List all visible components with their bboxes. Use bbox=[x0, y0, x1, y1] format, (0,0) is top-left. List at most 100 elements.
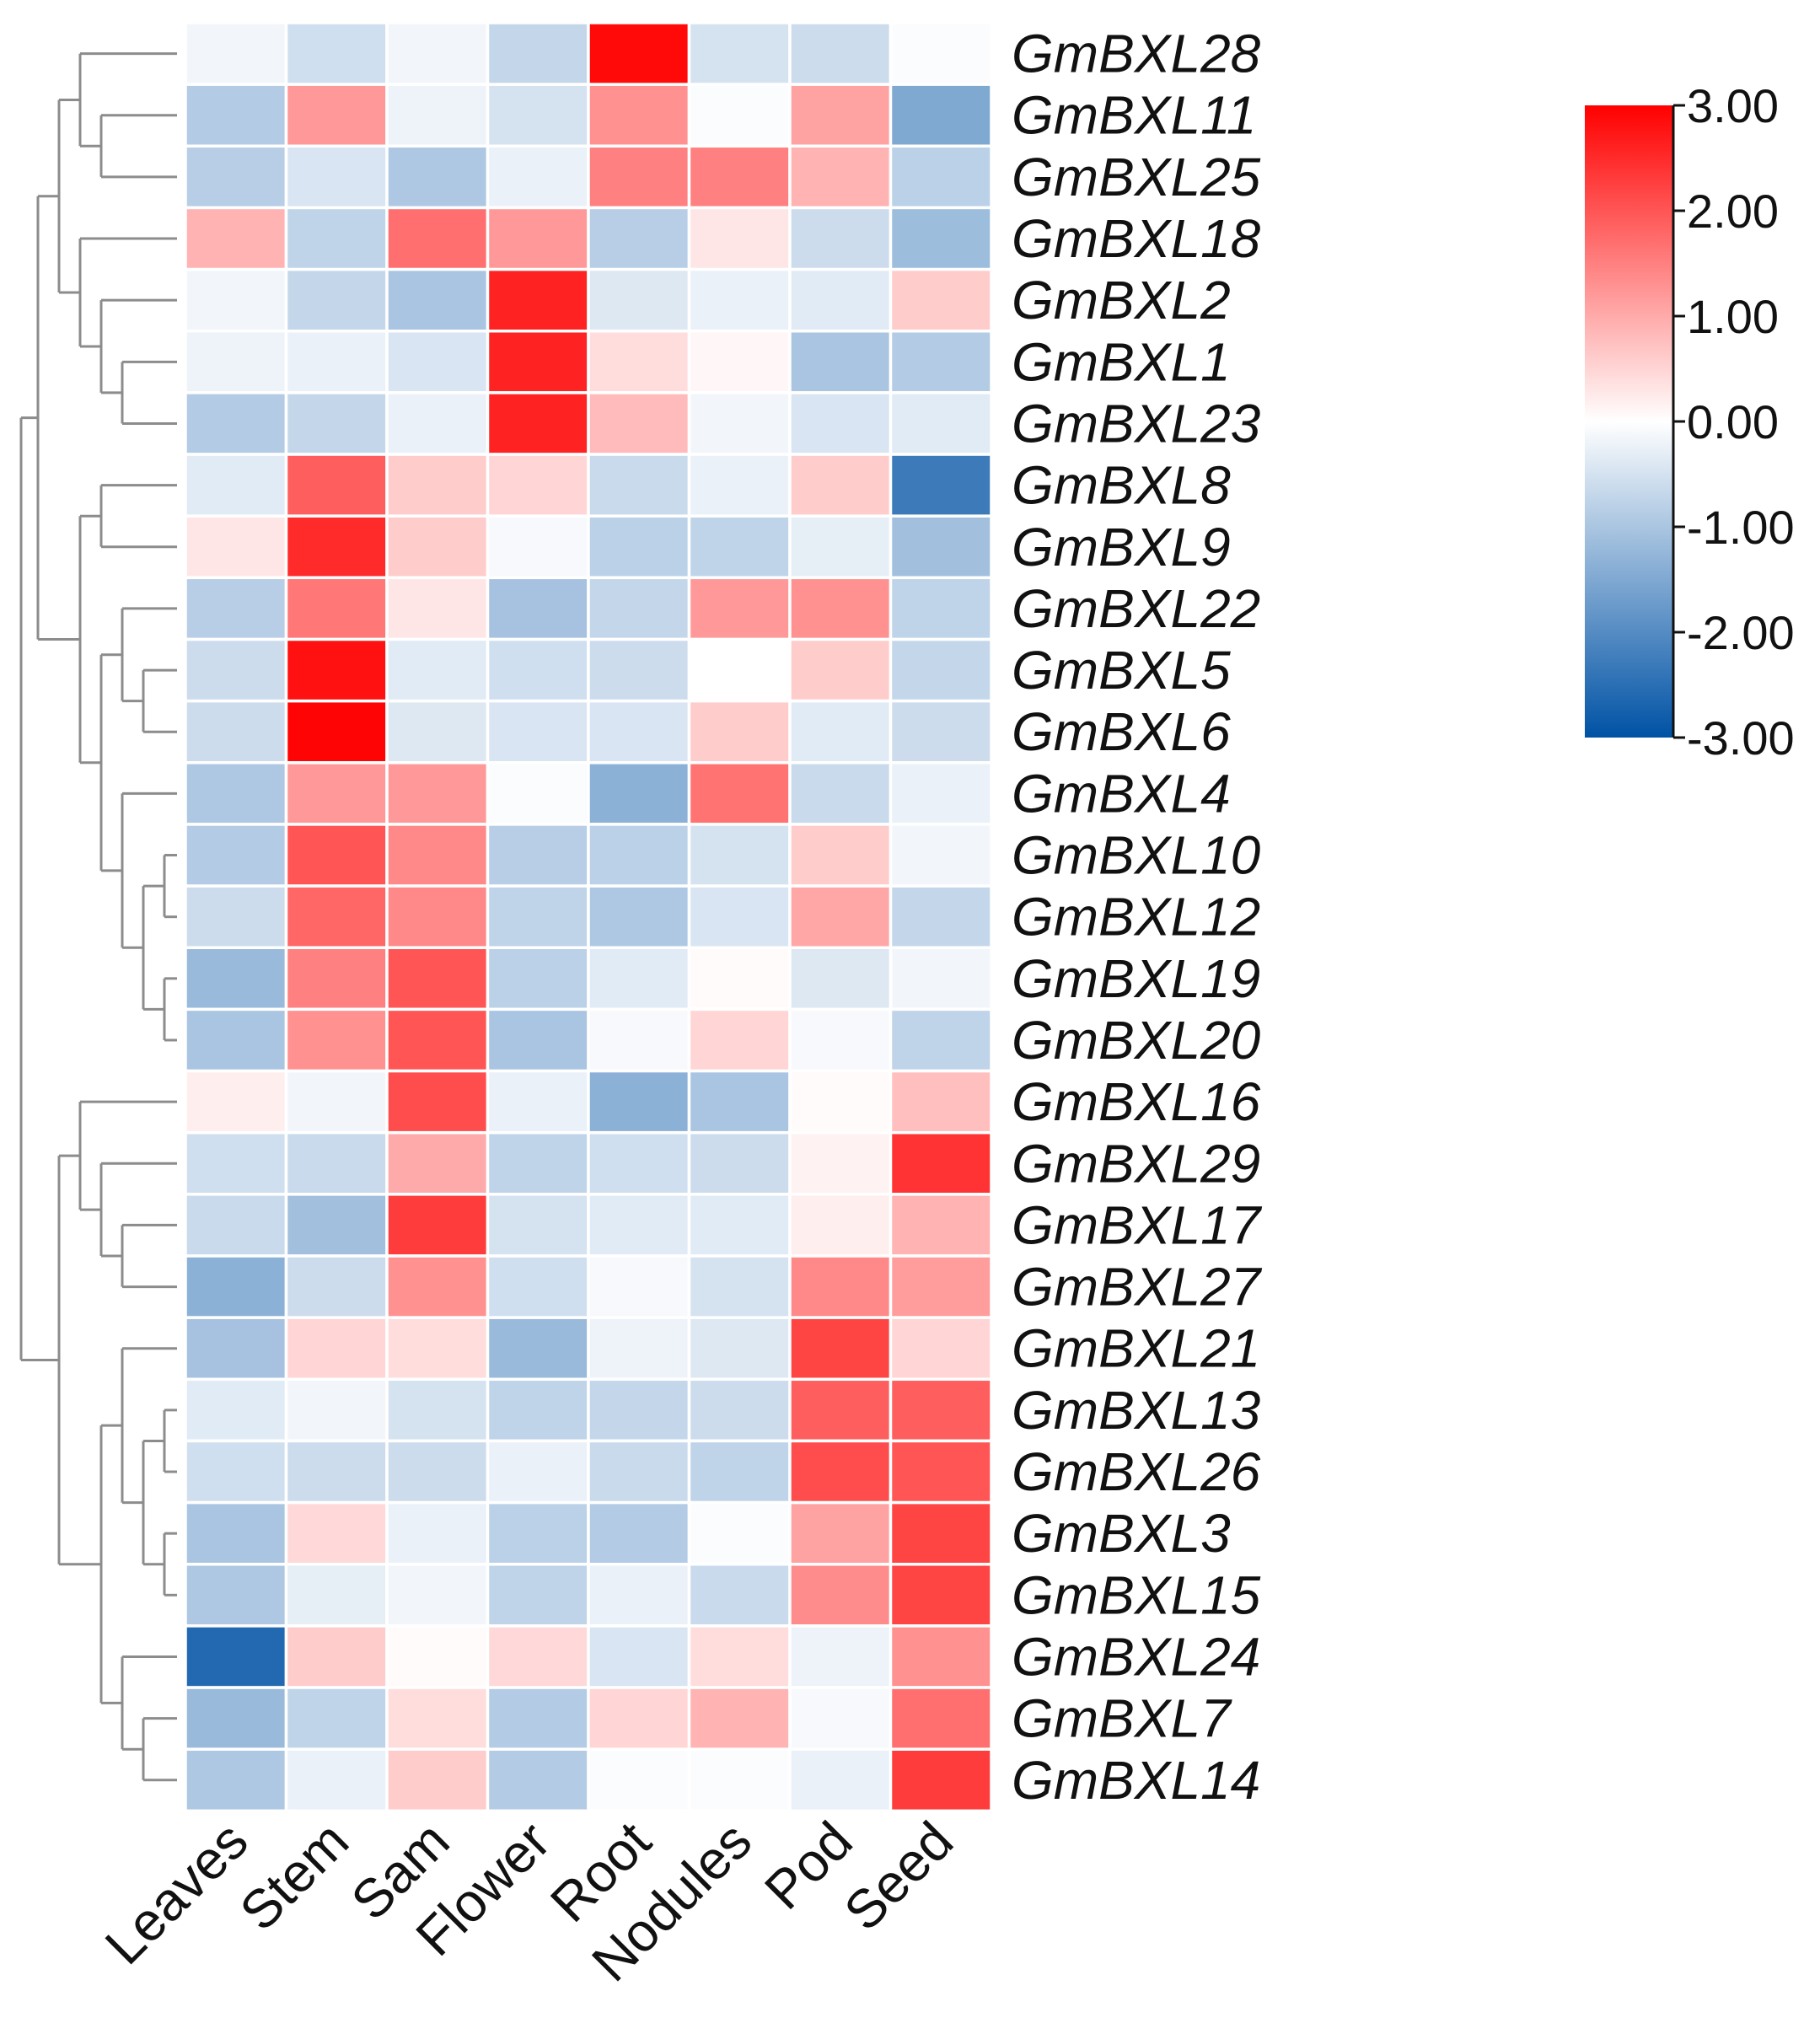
colorbar-ticks: 3.00 2.00 1.00 0.00 -1.00 -2.00 -3.00 bbox=[1672, 79, 1795, 765]
heatmap-cell bbox=[385, 1069, 490, 1135]
heatmap-cell bbox=[486, 1254, 590, 1319]
heatmap-cell bbox=[587, 884, 691, 949]
heatmap-cell bbox=[385, 1193, 490, 1258]
heatmap-cell bbox=[587, 1254, 691, 1319]
heatmap-cell bbox=[385, 884, 490, 949]
heatmap-cell bbox=[284, 206, 389, 271]
row-label: GmBXL14 bbox=[1012, 1750, 1260, 1811]
heatmap-cell bbox=[788, 1316, 893, 1382]
heatmap-cell bbox=[284, 1316, 389, 1382]
heatmap-cell bbox=[687, 1624, 792, 1689]
heatmap-cell bbox=[284, 1686, 389, 1751]
heatmap-cell bbox=[587, 1069, 691, 1135]
heatmap-cell bbox=[184, 1254, 288, 1319]
heatmap-cell bbox=[587, 21, 691, 86]
heatmap-cell bbox=[889, 1563, 993, 1628]
row-label: GmBXL9 bbox=[1012, 517, 1231, 577]
heatmap-cell bbox=[687, 884, 792, 949]
heatmap-cell bbox=[889, 1500, 993, 1566]
heatmap-cell bbox=[889, 637, 993, 703]
heatmap-cell bbox=[385, 1500, 490, 1566]
heatmap-cell bbox=[284, 1254, 389, 1319]
heatmap-cell bbox=[184, 884, 288, 949]
colorbar-tick-label: -1.00 bbox=[1687, 501, 1795, 554]
heatmap-cell bbox=[385, 1747, 490, 1813]
row-label: GmBXL3 bbox=[1012, 1503, 1231, 1564]
heatmap-cell bbox=[486, 330, 590, 394]
heatmap-cell bbox=[889, 1377, 993, 1443]
heatmap-cell bbox=[687, 823, 792, 888]
heatmap-cell bbox=[687, 1130, 792, 1196]
heatmap-cell bbox=[184, 206, 288, 271]
heatmap-cell bbox=[788, 1500, 893, 1566]
heatmap-cell bbox=[284, 823, 389, 888]
row-label: GmBXL21 bbox=[1012, 1318, 1260, 1379]
heatmap-cell bbox=[687, 330, 792, 394]
heatmap-cell bbox=[788, 761, 893, 826]
row-label: GmBXL24 bbox=[1012, 1626, 1260, 1687]
heatmap-cell bbox=[687, 144, 792, 210]
heatmap-cell bbox=[889, 1686, 993, 1751]
heatmap-cell bbox=[788, 1254, 893, 1319]
heatmap-cell bbox=[385, 823, 490, 888]
heatmap-cell bbox=[486, 576, 590, 641]
heatmap-cell bbox=[889, 391, 993, 456]
heatmap-cell bbox=[184, 576, 288, 641]
heatmap-cell bbox=[284, 21, 389, 86]
heatmap-cell bbox=[788, 514, 893, 580]
heatmap-cell bbox=[788, 699, 893, 765]
heatmap-cell bbox=[385, 83, 490, 148]
column-label: Stem bbox=[228, 1810, 361, 1942]
row-label: GmBXL11 bbox=[1012, 85, 1257, 146]
heatmap-cell bbox=[385, 1439, 490, 1505]
row-labels: GmBXL28GmBXL11GmBXL25GmBXL18GmBXL2GmBXL1… bbox=[1012, 24, 1263, 1811]
heatmap-cell bbox=[889, 1316, 993, 1382]
heatmap-cell bbox=[385, 391, 490, 456]
heatmap-cell bbox=[184, 1130, 288, 1196]
heatmap-cell bbox=[788, 1193, 893, 1258]
heatmap-cell bbox=[788, 884, 893, 949]
heatmap-cell bbox=[284, 1439, 389, 1505]
heatmap-cell bbox=[486, 884, 590, 949]
heatmap-cell bbox=[284, 1563, 389, 1628]
heatmap-cell bbox=[788, 206, 893, 271]
heatmap-cell bbox=[687, 1500, 792, 1566]
heatmap-cell bbox=[889, 144, 993, 210]
heatmap-cell bbox=[284, 330, 389, 394]
heatmap-cell bbox=[385, 330, 490, 394]
heatmap-cell bbox=[486, 1316, 590, 1382]
heatmap-cell bbox=[385, 267, 490, 333]
heatmap-cell bbox=[889, 823, 993, 888]
heatmap-cell bbox=[788, 267, 893, 333]
heatmap-cell bbox=[587, 946, 691, 1012]
colorbar: 3.00 2.00 1.00 0.00 -1.00 -2.00 -3.00 bbox=[1585, 79, 1795, 765]
heatmap-cell bbox=[385, 637, 490, 703]
heatmap-cell bbox=[284, 576, 389, 641]
heatmap-cell bbox=[184, 1007, 288, 1073]
row-label: GmBXL26 bbox=[1012, 1441, 1261, 1502]
heatmap-cell bbox=[889, 1193, 993, 1258]
heatmap-cell bbox=[385, 946, 490, 1012]
heatmap-cell bbox=[889, 576, 993, 641]
heatmap-cell bbox=[788, 1686, 893, 1751]
colorbar-tick-label: 1.00 bbox=[1687, 290, 1779, 343]
heatmap-cell bbox=[284, 391, 389, 456]
heatmap-cell bbox=[284, 453, 389, 518]
heatmap-cell bbox=[687, 1563, 792, 1628]
heatmap-cell bbox=[385, 1563, 490, 1628]
row-label: GmBXL8 bbox=[1012, 455, 1231, 516]
heatmap-cell bbox=[184, 761, 288, 826]
heatmap-cell bbox=[788, 1563, 893, 1628]
heatmap-cell bbox=[184, 21, 288, 86]
heatmap-cell bbox=[486, 1377, 590, 1443]
heatmap-cell bbox=[184, 267, 288, 333]
row-label: GmBXL19 bbox=[1012, 948, 1260, 1009]
heatmap-cell bbox=[385, 761, 490, 826]
row-label: GmBXL12 bbox=[1012, 887, 1260, 947]
heatmap-cell bbox=[184, 453, 288, 518]
heatmap-cell bbox=[184, 514, 288, 580]
row-label: GmBXL16 bbox=[1012, 1071, 1261, 1132]
row-label: GmBXL1 bbox=[1012, 331, 1231, 392]
